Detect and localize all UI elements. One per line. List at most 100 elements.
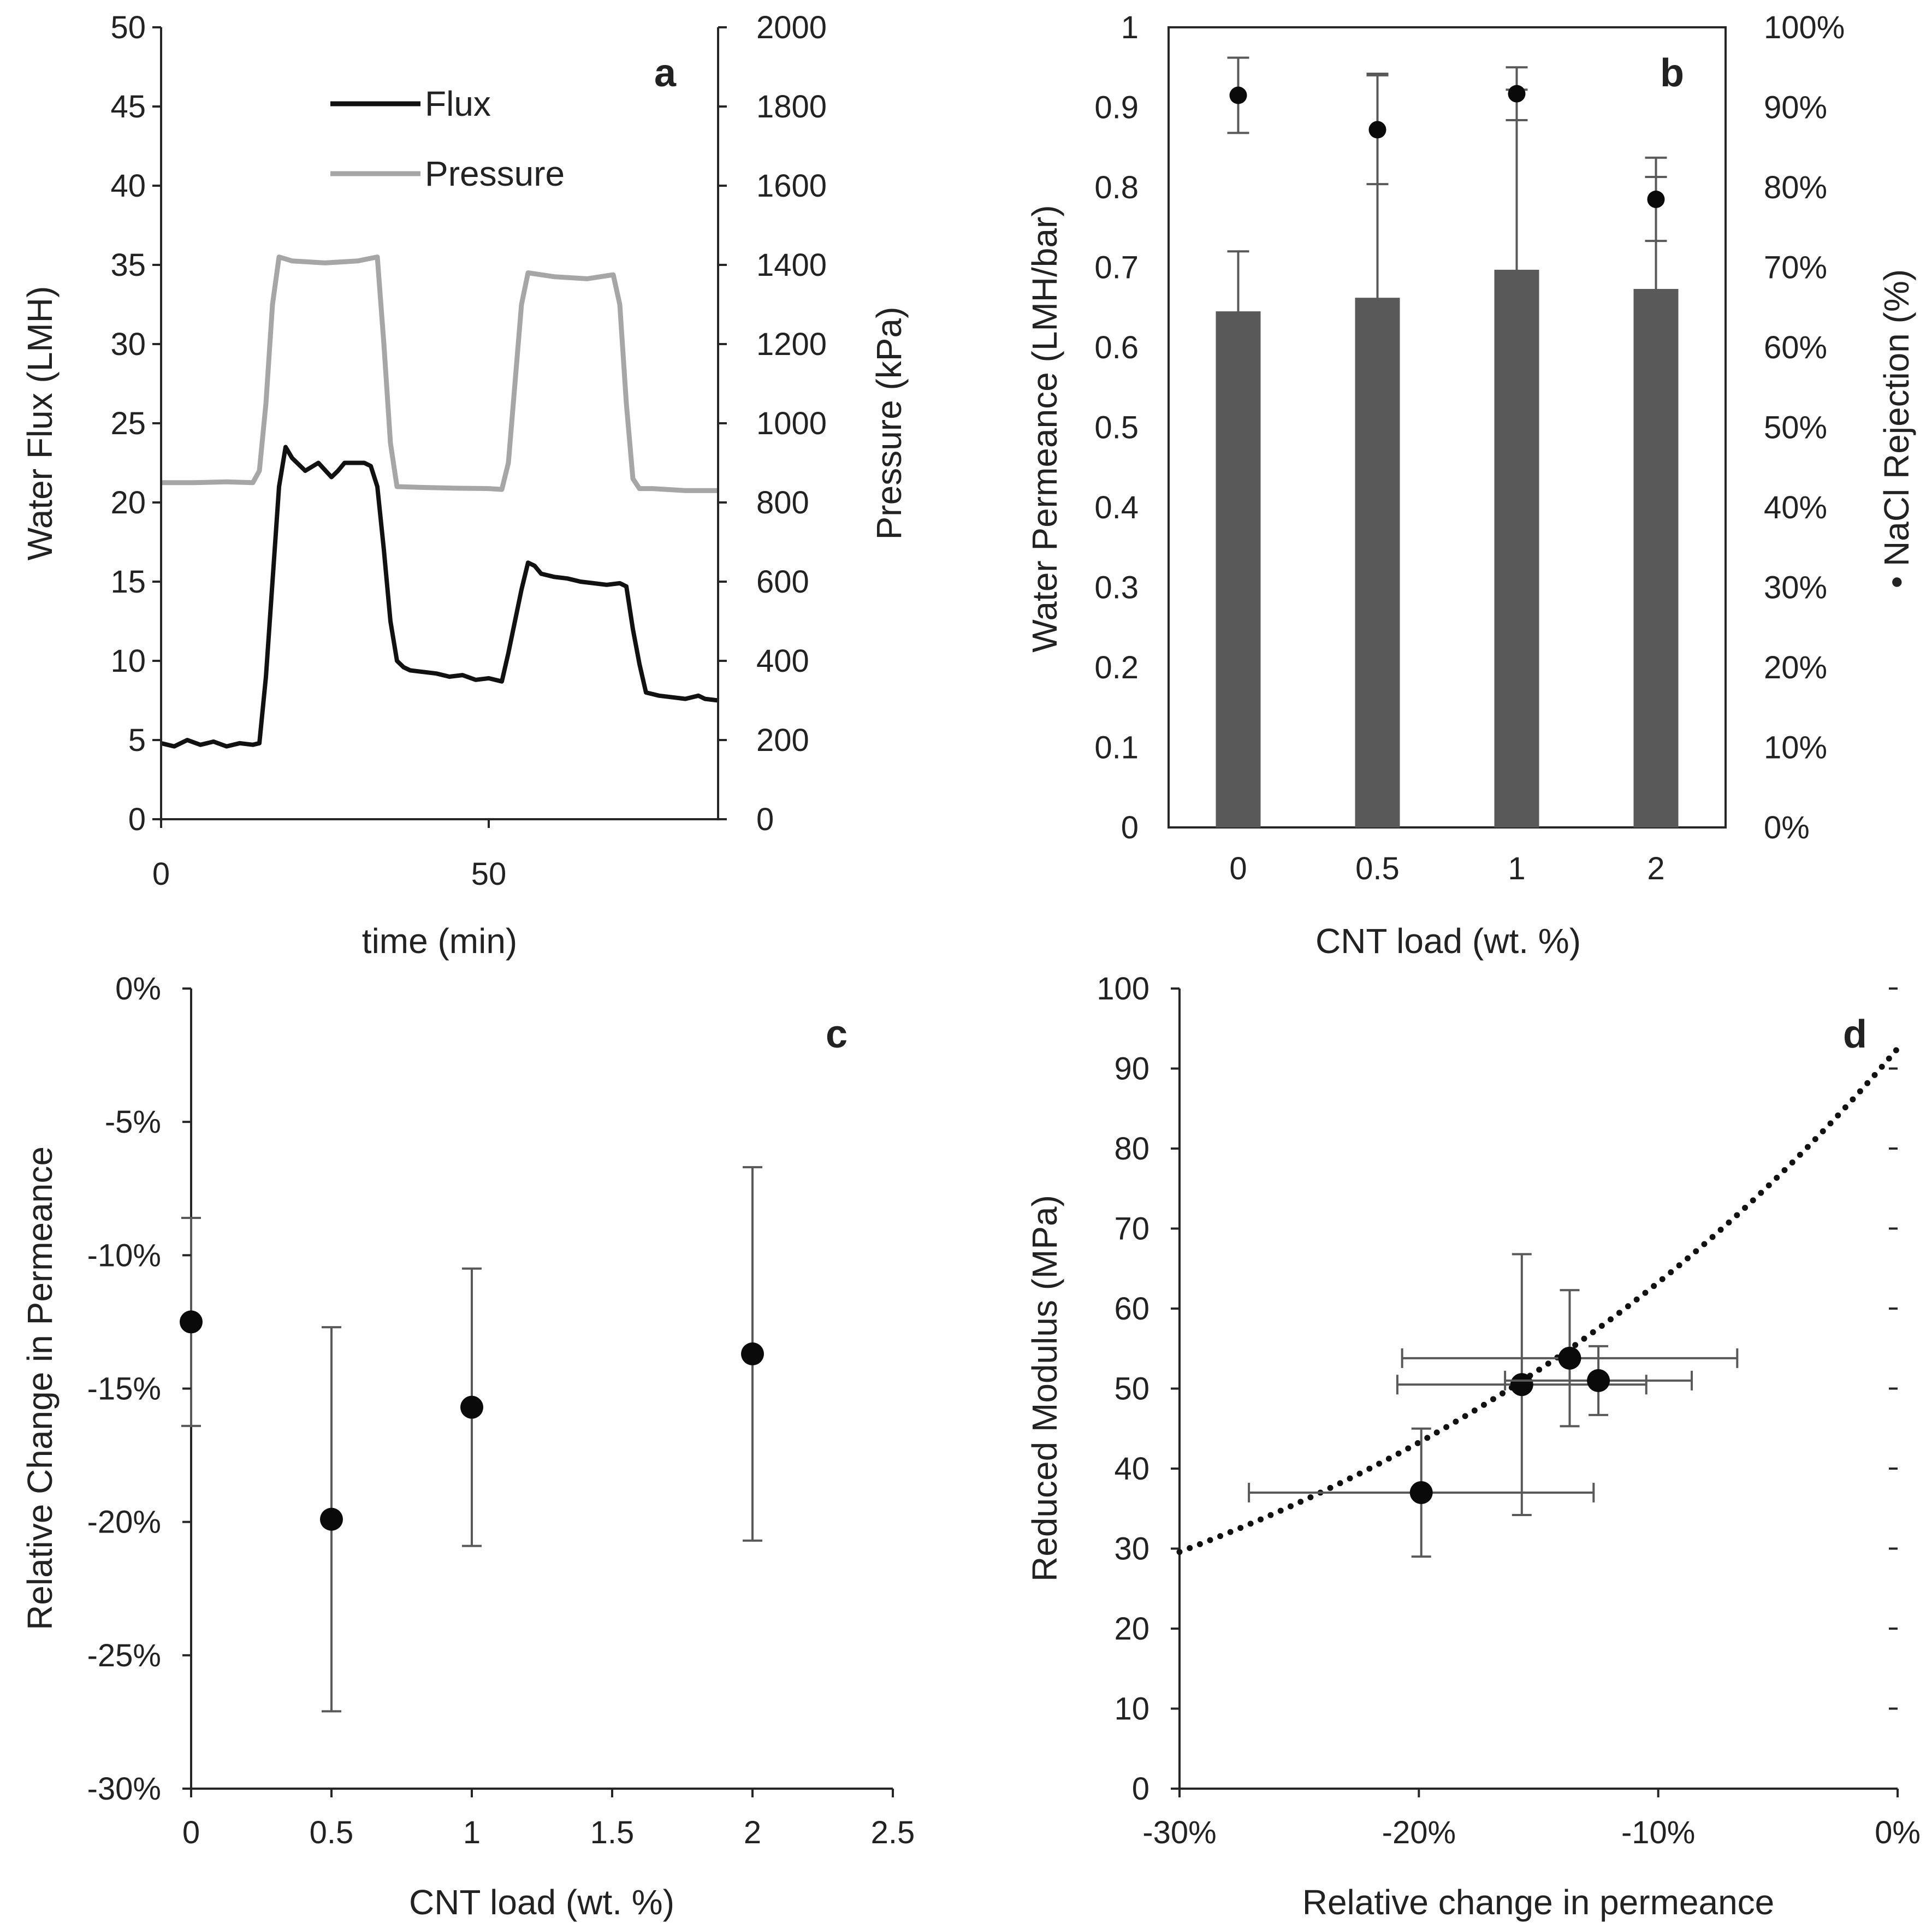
panel-c-x-tick-label: 1.5 [590,1815,635,1850]
panel-c-x-tick-label: 0 [182,1815,200,1850]
rejection-point [1647,190,1665,208]
panel-b-y-tick-label: 0.2 [1094,650,1139,685]
panel-b-y-tick-label: 0.5 [1094,410,1139,446]
panel-d-y-tick-label: 50 [1114,1371,1149,1407]
panel-d-marks [1176,1045,1901,1558]
panel-a-label: a [654,51,677,95]
legend-pressure-label: Pressure [425,154,565,193]
rejection-point [1368,121,1386,139]
panel-a-y2-tick-label: 1800 [756,89,827,125]
panel-a-y-title: Water Flux (LMH) [20,286,60,561]
panel-b-x-title: CNT load (wt. %) [1315,921,1581,961]
panel-a-y-tick-label: 40 [110,168,146,204]
panel-b-y2-tick-label: 70% [1764,250,1827,286]
panel-c-y-tick-label: -20% [87,1505,161,1540]
panel-b-y2-tick-label: 100% [1764,10,1845,45]
panel-a-x-tick-label: 50 [471,856,507,892]
panel-a-y-tick-label: 45 [110,89,146,125]
panel-c-y-tick-label: 0% [115,971,161,1007]
panel-b-y2-tick-label: 10% [1764,730,1827,766]
panel-b-y2-tick-label: 20% [1764,650,1827,685]
panel-d-trendline [1176,1045,1901,1555]
panel-a-y-tick-label: 10 [110,643,146,679]
panel-d-x-tick-label: -30% [1142,1815,1216,1850]
panel-d-y-tick-label: 90 [1114,1051,1149,1087]
panel-a-y-tick-label: 25 [110,406,146,441]
rejection-point [1508,85,1526,103]
panel-b-y2-tick-label: 30% [1764,570,1827,606]
panel-b-x-tick-label: 0.5 [1355,851,1400,886]
panel-b-permeance-rejection-chart: 00.10.20.30.40.50.60.70.80.910%10%20%30%… [1025,10,1916,961]
panel-c-point [741,1342,764,1366]
panel-b-y-tick-label: 0.3 [1094,570,1139,606]
panel-d-y-tick-label: 100 [1097,971,1149,1007]
panel-d-y-tick-label: 80 [1114,1131,1149,1167]
panel-b-x-tick-label: 2 [1647,851,1664,886]
panel-c-label: c [826,1013,848,1056]
panel-c-y-tick-label: -30% [87,1771,161,1807]
panel-a-y-tick-label: 5 [128,723,146,758]
panel-b-y2-tick-label: 50% [1764,410,1827,446]
panel-d-ticks: 0 10 20 30 40 50 60 70 80 90 100 -30% -20% -10% 0% [1097,971,1921,1850]
panel-b-y-tick-label: 0.9 [1094,90,1139,126]
panel-c-y-tick-label: -25% [87,1638,161,1673]
panel-d-x-title: Relative change in permeance [1302,1883,1775,1922]
panel-c-y-title: Relative Change in Permeance [20,1146,60,1630]
panel-b-y-tick-label: 0.7 [1094,250,1139,286]
panel-c-x-tick-label: 2 [744,1815,761,1850]
panel-b-y2-tick-label: 80% [1764,170,1827,205]
panel-b-y-tick-label: 0.1 [1094,730,1139,766]
panel-a-y-tick-label: 15 [110,564,146,600]
panel-a-y2-tick-label: 2000 [756,10,827,45]
panel-b-y2-title: • NaCl Rejection (%) [1877,269,1916,588]
panel-a-flux-pressure-chart: 0 5 10 15 20 25 30 35 40 45 50 0 200 400 600 800 1000 120… [20,10,909,961]
panel-c-ticks: -30% -25% -20% -15% -10% -5% 0% 0 0.5 1 1.5 2 2.5 [87,971,915,1850]
panel-d-point [1587,1369,1610,1392]
panel-b-y-title: Water Permeance (LMH/bar) [1025,205,1064,652]
panel-b-y2-tick-label: 0% [1764,810,1810,845]
panel-a-y-tick-label: 20 [110,485,146,520]
panel-d-x-tick-label: 0% [1875,1815,1921,1850]
panel-a-y2-tick-label: 1400 [756,247,827,283]
panel-a-y-tick-label: 0 [128,802,146,837]
panel-a-marks [161,255,719,749]
panel-b-y2-tick-label: 90% [1764,90,1827,126]
panel-c-y-tick-label: -10% [87,1238,161,1273]
panel-a-y2-tick-label: 400 [756,643,809,679]
panel-b-marks [1216,56,1679,827]
panel-a-x-title: time (min) [362,921,517,961]
panel-a-ticks: 0 5 10 15 20 25 30 35 40 45 50 0 200 400 600 800 1000 120… [110,10,827,892]
panel-a-y2-title: Pressure (kPa) [869,307,909,540]
panel-b-y-tick-label: 1 [1121,10,1139,45]
permeance-bar [1216,311,1261,827]
panel-d-y-tick-label: 0 [1132,1771,1149,1807]
panel-b-label: b [1660,51,1684,95]
panel-a-y-tick-label: 35 [110,247,146,283]
panel-c-point [180,1310,203,1334]
panel-b-y2-tick-label: 60% [1764,330,1827,365]
panel-a-y2-tick-label: 600 [756,564,809,600]
panel-b-x-tick-label: 1 [1508,851,1525,886]
panel-b-x-tick-label: 0 [1229,851,1247,886]
panel-c-relative-change-chart: -30%-25%-20%-15%-10%-5%0%0 0.5 1 1.5 2 2.5 c … [20,971,915,1922]
panel-d-point [1409,1481,1433,1504]
panel-d-point [1510,1373,1533,1397]
panel-d-y-tick-label: 10 [1114,1691,1149,1727]
panel-c-y-tick-label: -5% [105,1104,161,1140]
panel-a-y-tick-label: 30 [110,327,146,362]
panel-c-y-tick-label: -15% [87,1371,161,1407]
panel-d-label: d [1843,1013,1867,1056]
panel-c-x-tick-label: 1 [463,1815,481,1850]
legend-flux-label: Flux [425,84,491,123]
panel-b-y-tick-label: 0 [1121,810,1139,845]
panel-b-y-tick-label: 0.8 [1094,170,1139,205]
panel-c-x-title: CNT load (wt. %) [409,1883,674,1922]
panel-a-y2-tick-label: 200 [756,723,809,758]
pressure-line [161,255,718,493]
panel-d-y-tick-label: 70 [1114,1211,1149,1247]
panel-d-y-tick-label: 30 [1114,1531,1149,1567]
panel-d-y-tick-label: 40 [1114,1451,1149,1487]
panel-c-x-tick-label: 0.5 [310,1815,354,1850]
panel-c-x-tick-label: 2.5 [871,1815,915,1850]
